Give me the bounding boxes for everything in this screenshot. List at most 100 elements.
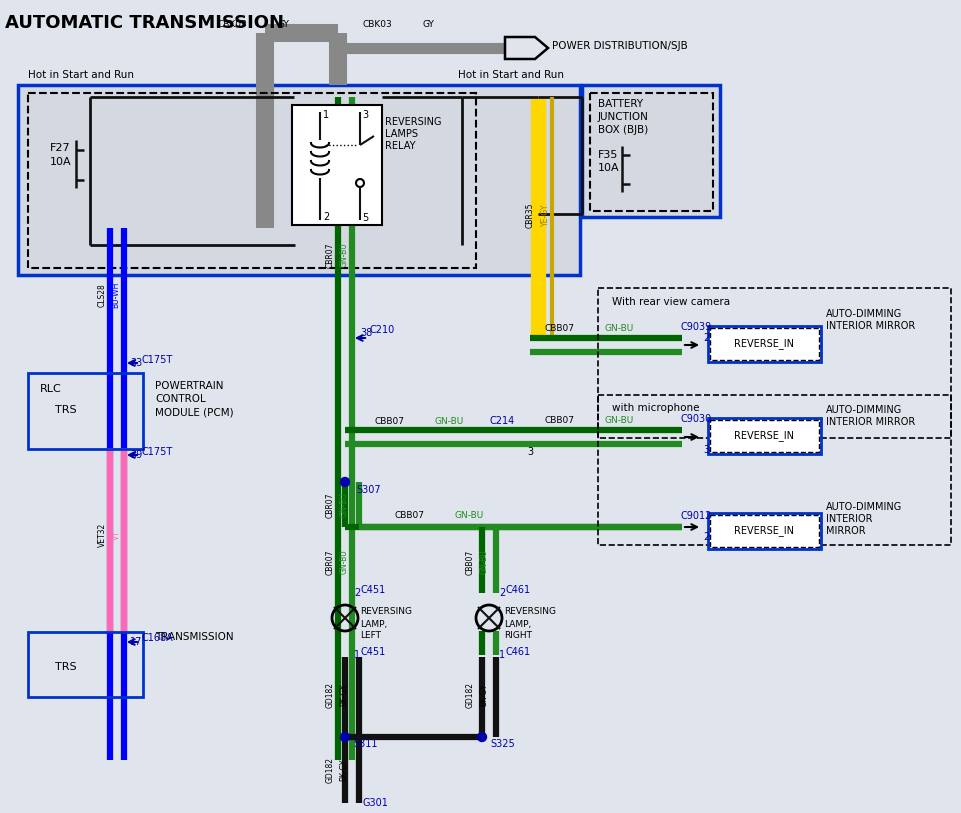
Text: C9030: C9030 (680, 414, 711, 424)
Text: GN-BU: GN-BU (339, 550, 348, 574)
Text: GN-BU: GN-BU (455, 511, 483, 520)
Text: 38: 38 (359, 328, 372, 338)
Text: C451: C451 (360, 647, 386, 657)
Text: 2: 2 (499, 588, 505, 598)
Text: AUTO-DIMMING: AUTO-DIMMING (825, 405, 901, 415)
Text: F35: F35 (598, 150, 618, 160)
Text: LAMP,: LAMP, (504, 620, 530, 628)
Text: 17: 17 (130, 637, 142, 647)
Bar (707, 513, 820, 549)
Text: CBR07: CBR07 (325, 242, 334, 267)
Text: RLC: RLC (40, 384, 62, 394)
Bar (707, 326, 820, 362)
Text: GD182: GD182 (325, 757, 334, 783)
Text: LEFT: LEFT (359, 632, 381, 641)
Text: GN-BU: GN-BU (339, 493, 348, 517)
Bar (581, 85, 719, 217)
Text: POWER DISTRIBUTION/SJB: POWER DISTRIBUTION/SJB (552, 41, 687, 51)
Text: JUNCTION: JUNCTION (598, 112, 649, 122)
Text: REVERSE_IN: REVERSE_IN (733, 525, 793, 537)
Bar (28, 373, 143, 449)
Text: 2: 2 (702, 333, 708, 343)
Text: BOX (BJB): BOX (BJB) (598, 125, 648, 135)
Text: 33: 33 (130, 358, 142, 368)
Text: TRS: TRS (55, 405, 77, 415)
Text: REVERSING: REVERSING (504, 607, 555, 616)
Text: S311: S311 (353, 739, 377, 749)
Text: CLS28: CLS28 (97, 283, 107, 307)
Bar (709, 328, 818, 360)
Text: TRANSMISSION: TRANSMISSION (155, 632, 234, 642)
Text: BK-GY: BK-GY (339, 759, 348, 781)
Text: S325: S325 (489, 739, 514, 749)
Text: 1: 1 (323, 110, 329, 120)
Bar (709, 515, 818, 547)
Text: CBK03: CBK03 (218, 20, 248, 28)
Text: C168A: C168A (142, 633, 174, 643)
Text: 3: 3 (527, 447, 532, 457)
Text: Hot in Start and Run: Hot in Start and Run (457, 70, 563, 80)
Text: GD182: GD182 (325, 682, 334, 708)
Text: F27: F27 (50, 143, 70, 153)
Text: CBB07: CBB07 (465, 550, 474, 575)
Text: 5: 5 (361, 213, 368, 223)
Text: POWERTRAIN: POWERTRAIN (155, 381, 223, 391)
Text: BK-GY: BK-GY (479, 684, 488, 706)
Text: C461: C461 (505, 585, 530, 595)
Text: CBR07: CBR07 (325, 550, 334, 575)
Bar (598, 395, 950, 545)
Text: CBB07: CBB07 (375, 416, 405, 425)
Text: BK-GY: BK-GY (339, 684, 348, 706)
Bar (709, 420, 818, 452)
Text: C175T: C175T (142, 355, 173, 365)
Text: AUTO-DIMMING: AUTO-DIMMING (825, 502, 901, 512)
Text: CBB07: CBB07 (545, 324, 575, 333)
Bar (589, 93, 712, 211)
Text: RIGHT: RIGHT (504, 632, 531, 641)
Text: BU-WH: BU-WH (111, 282, 120, 308)
Text: C9039: C9039 (680, 322, 711, 332)
Text: INTERIOR MIRROR: INTERIOR MIRROR (825, 321, 914, 331)
Text: 39: 39 (130, 450, 142, 460)
Text: With rear view camera: With rear view camera (611, 297, 729, 307)
Text: CONTROL: CONTROL (155, 394, 206, 404)
Text: LAMPS: LAMPS (384, 129, 418, 139)
Text: 10A: 10A (50, 157, 71, 167)
Text: with microphone: with microphone (611, 403, 699, 413)
Bar (18, 85, 579, 275)
Text: MODULE (PCM): MODULE (PCM) (155, 407, 234, 417)
Bar (28, 632, 143, 697)
Text: 3: 3 (361, 110, 368, 120)
Text: GN-BU: GN-BU (604, 324, 633, 333)
Circle shape (340, 477, 349, 486)
Bar (707, 418, 820, 454)
Text: C461: C461 (505, 647, 530, 657)
Text: 2: 2 (354, 588, 359, 598)
Text: CBR07: CBR07 (325, 492, 334, 518)
Text: 3: 3 (702, 445, 708, 455)
Circle shape (340, 733, 349, 741)
Text: AUTO-DIMMING: AUTO-DIMMING (825, 309, 901, 319)
Text: REVERSING: REVERSING (384, 117, 441, 127)
Text: BATTERY: BATTERY (598, 99, 643, 109)
Text: GY: GY (423, 20, 434, 28)
Text: INTERIOR: INTERIOR (825, 514, 872, 524)
Bar (28, 93, 476, 268)
Text: C210: C210 (370, 325, 395, 335)
Text: REVERSE_IN: REVERSE_IN (733, 431, 793, 441)
Text: S307: S307 (356, 485, 381, 495)
Text: REVERSING: REVERSING (359, 607, 411, 616)
Text: 2: 2 (323, 212, 329, 222)
Text: CBK03: CBK03 (362, 20, 392, 28)
Text: VT: VT (111, 530, 120, 540)
Text: GN-BU: GN-BU (339, 242, 348, 267)
Bar (292, 105, 382, 225)
Text: C9012: C9012 (680, 511, 712, 521)
Circle shape (477, 733, 486, 741)
Text: 1: 1 (354, 650, 359, 660)
Text: 1: 1 (499, 650, 505, 660)
Text: TRS: TRS (55, 662, 77, 672)
Text: GN-BU: GN-BU (479, 550, 488, 574)
Text: GY: GY (278, 20, 289, 28)
Text: C451: C451 (360, 585, 386, 595)
